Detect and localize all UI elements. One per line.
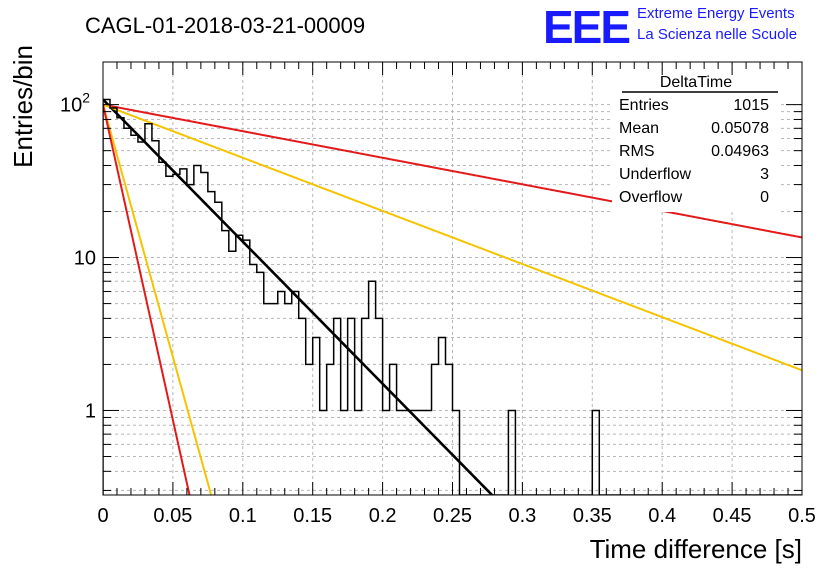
stats-value: 0.04963	[711, 143, 769, 160]
stats-label: Entries	[619, 97, 669, 114]
stats-value: 0	[760, 189, 769, 206]
x-tick-label: 0.5	[788, 505, 816, 527]
x-tick-label: 0.2	[369, 505, 397, 527]
logo-line-2: La Scienza nelle Scuole	[637, 26, 797, 43]
fit-curve	[103, 104, 191, 495]
y-tick-label: 1	[85, 400, 96, 422]
fit-curve	[103, 103, 802, 239]
stats-label: RMS	[619, 143, 655, 160]
x-axis-title: Time difference [s]	[590, 534, 802, 564]
y-tick-label: 102	[60, 90, 90, 117]
x-tick-label: 0.15	[293, 505, 332, 527]
stats-value: 0.05078	[711, 120, 769, 137]
histogram	[103, 98, 802, 495]
y-tick-label: 10	[74, 248, 96, 270]
x-tick-label: 0.05	[153, 505, 192, 527]
stats-value: 3	[760, 166, 769, 183]
logo-mark: EEE	[543, 1, 629, 53]
fit-curve	[103, 98, 494, 495]
x-tick-label: 0.35	[573, 505, 612, 527]
stats-background	[612, 75, 780, 212]
stats-label: Overflow	[619, 189, 683, 206]
stats-name: DeltaTime	[660, 74, 732, 91]
x-tick-label: 0.1	[229, 505, 257, 527]
histogram-outline	[103, 98, 802, 495]
stats-box: DeltaTime Entries 1015 Mean 0.05078 RMS 0.049…	[612, 74, 780, 212]
fit-curves	[103, 98, 802, 495]
x-tick-label: 0	[97, 505, 108, 527]
logo-line-1: Extreme Energy Events	[637, 5, 795, 22]
eee-logo: EEE Extreme Energy Events La Scienza nel…	[543, 1, 797, 53]
x-tick-labels: 0 0.05 0.1 0.15 0.2 0.25 0.3 0.35 0.4 0.45 0.5	[97, 505, 815, 527]
chart-title: CAGL-01-2018-03-21-00009	[85, 13, 365, 38]
y-axis-title: Entries/bin	[8, 45, 38, 168]
stats-rows: Entries 1015 Mean 0.05078 RMS 0.04963 Underflo…	[619, 97, 769, 206]
fit-curve	[103, 104, 213, 495]
fit-curve	[103, 103, 802, 372]
x-tick-label: 0.25	[433, 505, 472, 527]
y-tick-labels: 102 10 1	[60, 90, 96, 423]
x-tick-label: 0.3	[508, 505, 536, 527]
x-tick-label: 0.45	[713, 505, 752, 527]
stats-value: 1015	[733, 97, 769, 114]
stats-label: Mean	[619, 120, 659, 137]
stats-label: Underflow	[619, 166, 691, 183]
axis-ticks	[102, 62, 803, 495]
x-tick-label: 0.4	[648, 505, 676, 527]
